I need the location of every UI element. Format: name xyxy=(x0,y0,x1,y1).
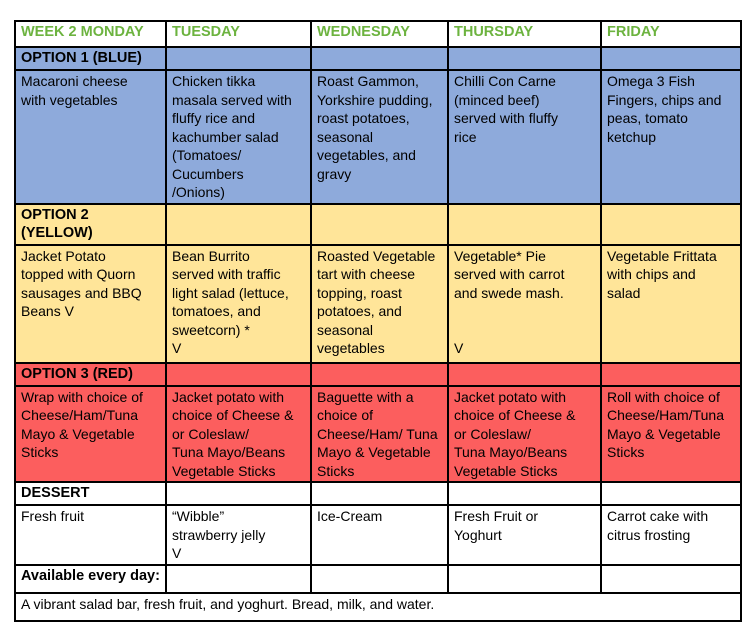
option3-thursday-meal: Jacket potato with choice of Cheese & or… xyxy=(447,384,602,483)
available-spacer xyxy=(447,563,602,594)
option2-meals-row: Jacket Potato topped with Quorn sausages… xyxy=(14,243,742,364)
option1-label-spacer xyxy=(447,46,602,71)
header-cell-tuesday: TUESDAY xyxy=(165,20,312,48)
option3-label: OPTION 3 (RED) xyxy=(14,361,167,387)
option1-monday-meal: Macaroni cheese with vegetables xyxy=(14,69,167,205)
option2-label-row: OPTION 2 (YELLOW) xyxy=(14,202,742,246)
dessert-tuesday-item: “Wibble” strawberry jelly V xyxy=(165,504,312,566)
option3-monday-meal: Wrap with choice of Cheese/Ham/Tuna Mayo… xyxy=(14,384,167,483)
option1-label: OPTION 1 (BLUE) xyxy=(14,46,167,71)
header-cell-wednesday: WEDNESDAY xyxy=(310,20,449,48)
dessert-label: DESSERT xyxy=(14,481,167,506)
option3-label-spacer xyxy=(447,361,602,387)
option1-friday-meal: Omega 3 Fish Fingers, chips and peas, to… xyxy=(600,69,742,205)
option2-monday-meal: Jacket Potato topped with Quorn sausages… xyxy=(14,243,167,364)
day-header-row: WEEK 2 MONDAY TUESDAY WEDNESDAY THURSDAY… xyxy=(14,20,742,48)
option3-label-spacer xyxy=(310,361,449,387)
option1-label-spacer xyxy=(310,46,449,71)
option3-meals-row: Wrap with choice of Cheese/Ham/Tuna Mayo… xyxy=(14,384,742,483)
option3-tuesday-meal: Jacket potato with choice of Cheese & or… xyxy=(165,384,312,483)
dessert-label-row: DESSERT xyxy=(14,481,742,506)
option2-label-spacer xyxy=(165,202,312,246)
footer-note-row: A vibrant salad bar, fresh fruit, and yo… xyxy=(14,591,742,622)
option1-label-spacer xyxy=(600,46,742,71)
dessert-thursday-item: Fresh Fruit or Yoghurt xyxy=(447,504,602,566)
option1-meals-row: Macaroni cheese with vegetables Chicken … xyxy=(14,69,742,205)
available-spacer xyxy=(310,563,449,594)
dessert-label-spacer xyxy=(447,481,602,506)
dessert-items-row: Fresh fruit “Wibble” strawberry jelly V … xyxy=(14,504,742,566)
weekly-menu-document: WEEK 2 MONDAY TUESDAY WEDNESDAY THURSDAY… xyxy=(14,20,742,622)
header-cell-week2-monday: WEEK 2 MONDAY xyxy=(14,20,167,48)
dessert-wednesday-item: Ice-Cream xyxy=(310,504,449,566)
dessert-monday-item: Fresh fruit xyxy=(14,504,167,566)
option2-friday-meal: Vegetable Frittata with chips and salad xyxy=(600,243,742,364)
option1-label-spacer xyxy=(165,46,312,71)
option2-thursday-meal: Vegetable* Pie served with carrot and sw… xyxy=(447,243,602,364)
option2-label-spacer xyxy=(310,202,449,246)
option3-label-row: OPTION 3 (RED) xyxy=(14,361,742,387)
available-spacer xyxy=(600,563,742,594)
option2-label-spacer xyxy=(600,202,742,246)
available-every-day-row: Available every day: xyxy=(14,563,742,594)
menu-table: WEEK 2 MONDAY TUESDAY WEDNESDAY THURSDAY… xyxy=(14,20,742,622)
dessert-label-spacer xyxy=(310,481,449,506)
option1-label-row: OPTION 1 (BLUE) xyxy=(14,46,742,71)
option1-wednesday-meal: Roast Gammon, Yorkshire pudding, roast p… xyxy=(310,69,449,205)
option2-wednesday-meal: Roasted Vegetable tart with cheese toppi… xyxy=(310,243,449,364)
option3-friday-meal: Roll with choice of Cheese/Ham/Tuna Mayo… xyxy=(600,384,742,483)
option1-tuesday-meal: Chicken tikka masala served with fluffy … xyxy=(165,69,312,205)
option1-thursday-meal: Chilli Con Carne (minced beef) served wi… xyxy=(447,69,602,205)
header-cell-friday: FRIDAY xyxy=(600,20,742,48)
dessert-label-spacer xyxy=(165,481,312,506)
option2-label-spacer xyxy=(447,202,602,246)
option3-label-spacer xyxy=(600,361,742,387)
option2-tuesday-meal: Bean Burrito served with traffic light s… xyxy=(165,243,312,364)
available-every-day-label: Available every day: xyxy=(14,563,167,594)
dessert-friday-item: Carrot cake with citrus frosting xyxy=(600,504,742,566)
dessert-label-spacer xyxy=(600,481,742,506)
footer-note: A vibrant salad bar, fresh fruit, and yo… xyxy=(14,591,742,622)
available-spacer xyxy=(165,563,312,594)
option3-wednesday-meal: Baguette with a choice of Cheese/Ham/ Tu… xyxy=(310,384,449,483)
option3-label-spacer xyxy=(165,361,312,387)
option2-label: OPTION 2 (YELLOW) xyxy=(14,202,167,246)
header-cell-thursday: THURSDAY xyxy=(447,20,602,48)
